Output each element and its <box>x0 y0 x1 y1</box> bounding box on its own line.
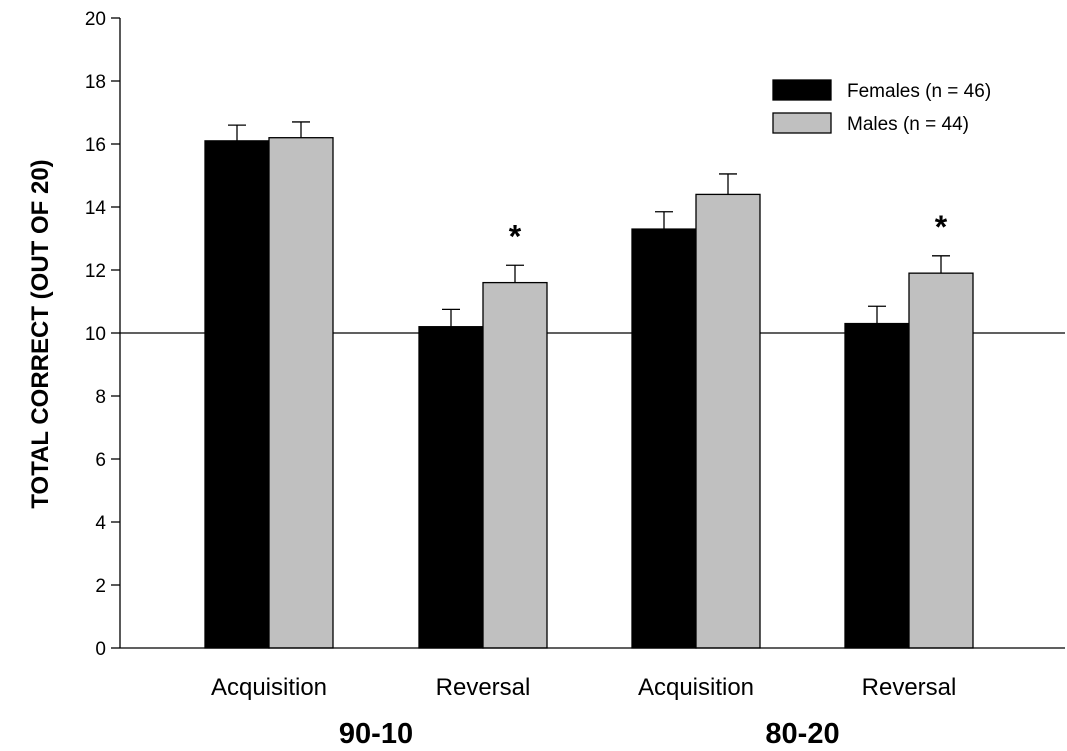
x-category-label: Reversal <box>436 674 531 701</box>
x-category-label: Reversal <box>862 674 957 701</box>
axes-layer <box>111 17 1065 649</box>
bar <box>268 137 334 649</box>
x-category-label: Acquisition <box>638 674 754 701</box>
legend-swatch <box>772 112 832 134</box>
legend: Females (n = 46) Males (n = 44) <box>772 79 991 135</box>
x-group-label: 90-10 <box>339 718 413 750</box>
significance-marker: * <box>509 218 522 254</box>
bar <box>908 272 974 649</box>
legend-label: Males (n = 44) <box>847 114 969 135</box>
y-tick-label: 20 <box>85 9 106 30</box>
legend-label: Females (n = 46) <box>847 81 991 102</box>
labels-layer: 0 2 4 6 8 10 12 14 16 18 20 Acquisition Reversal Acqu… <box>85 9 956 750</box>
bar <box>695 193 761 649</box>
y-tick-label: 6 <box>95 450 106 471</box>
bar <box>631 228 697 649</box>
y-tick-label: 10 <box>85 324 106 345</box>
y-tick-label: 4 <box>95 513 106 534</box>
bar <box>418 326 484 649</box>
bar <box>844 322 910 649</box>
y-tick-label: 12 <box>85 261 106 282</box>
y-tick-label: 18 <box>85 72 106 93</box>
y-tick-label: 16 <box>85 135 106 156</box>
y-tick-label: 2 <box>95 576 106 597</box>
y-axis-label: TOTAL CORRECT (OUT OF 20) <box>27 159 54 508</box>
y-tick-label: 8 <box>95 387 106 408</box>
bars-layer <box>204 121 974 649</box>
y-tick-label: 0 <box>95 639 106 660</box>
x-group-label: 80-20 <box>765 718 839 750</box>
y-tick-label: 14 <box>85 198 107 219</box>
significance-marker: * <box>935 209 948 245</box>
bar <box>482 281 548 649</box>
x-category-label: Acquisition <box>211 674 327 701</box>
bar <box>204 140 270 649</box>
legend-swatch <box>772 79 832 101</box>
